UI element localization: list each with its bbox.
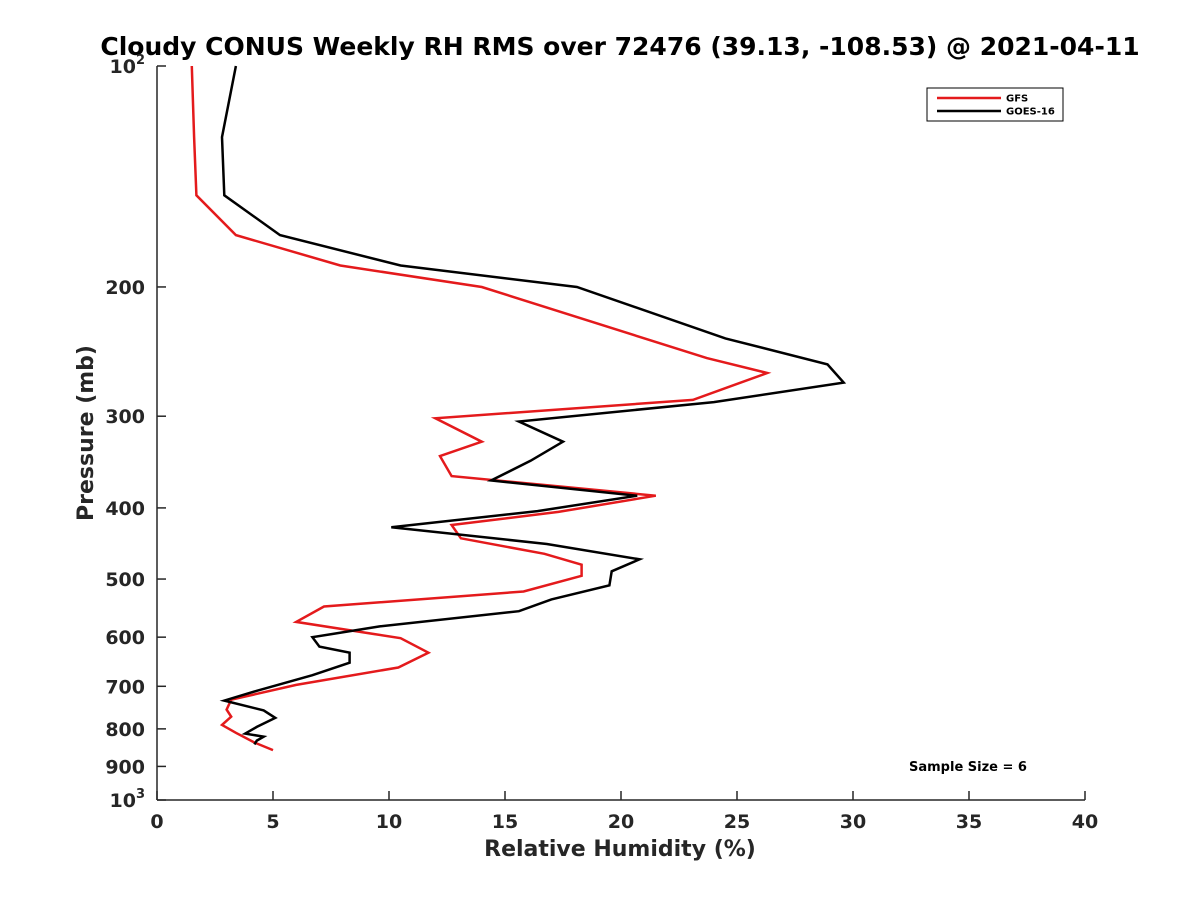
legend-box (926, 87, 1064, 122)
x-tick-label: 30 (840, 811, 866, 833)
x-tick-label: 40 (1072, 811, 1098, 833)
x-tick-label: 15 (492, 811, 518, 833)
x-tick-label: 20 (608, 811, 634, 833)
series-line-goes-16 (219, 65, 847, 746)
series-lines (190, 65, 847, 752)
legend: GFS GOES-16 (926, 87, 1064, 122)
y-tick-label: 103 (110, 787, 146, 812)
x-tick-label: 35 (956, 811, 982, 833)
y-tick-label: 700 (105, 676, 145, 698)
y-tick-label: 800 (105, 719, 145, 741)
x-axis-ticks: 0 5 10 15 20 25 30 35 40 (150, 791, 1098, 833)
y-tick-label: 600 (105, 627, 145, 649)
legend-label-goes-16: GOES-16 (1006, 107, 1055, 118)
x-tick-label: 10 (376, 811, 402, 833)
x-axis-label: Relative Humidity (%) (484, 837, 756, 862)
legend-label-gfs: GFS (1006, 94, 1028, 105)
y-tick-label: 102 (110, 53, 146, 78)
chart-title: Cloudy CONUS Weekly RH RMS over 72476 (3… (100, 32, 1139, 61)
y-tick-label: 900 (105, 756, 145, 778)
x-tick-label: 25 (724, 811, 750, 833)
x-tick-label: 0 (150, 811, 163, 833)
y-axis-ticks: 102 200 300 400 500 600 700 800 900 103 (105, 53, 166, 812)
sample-size-annotation: Sample Size = 6 (909, 760, 1027, 775)
y-tick-label: 500 (105, 569, 145, 591)
series-line-gfs (190, 65, 772, 752)
y-axis-label: Pressure (mb) (74, 345, 99, 521)
y-tick-label: 400 (105, 498, 145, 520)
y-tick-label: 300 (105, 406, 145, 428)
x-tick-label: 5 (266, 811, 279, 833)
y-tick-label: 200 (105, 277, 145, 299)
plot-axes (156, 66, 1085, 801)
